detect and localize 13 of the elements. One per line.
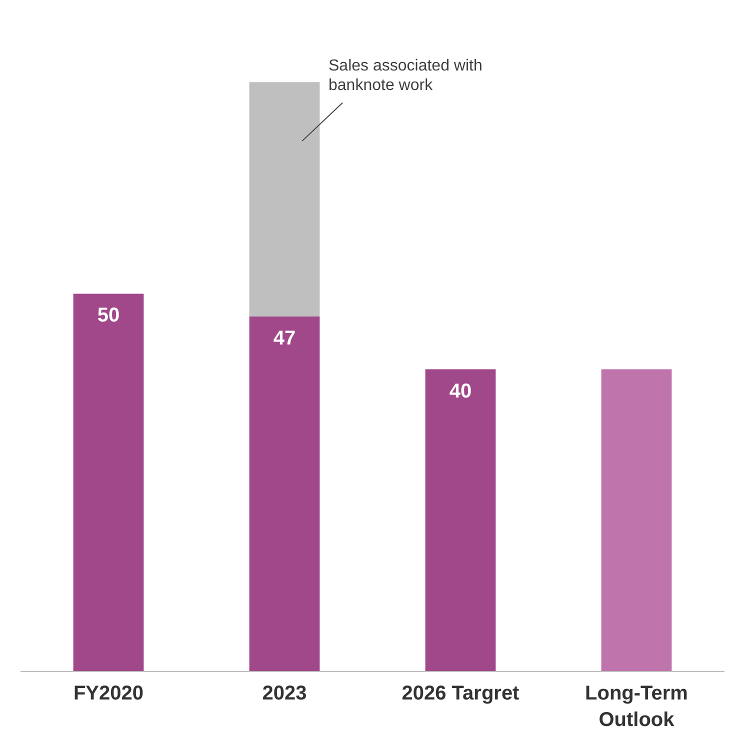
annotation: Sales associated with banknote work	[328, 57, 482, 94]
bar	[601, 369, 672, 672]
bar	[249, 82, 320, 316]
bar	[73, 294, 144, 672]
bar	[249, 316, 320, 672]
x-tick-label: FY2020	[73, 682, 144, 704]
x-tick-label: Long-Term Outlook	[585, 682, 688, 731]
data-label: 40	[449, 380, 472, 402]
bar	[425, 369, 496, 672]
x-tick-label: 2023	[262, 682, 307, 704]
x-tick-label: 2026 Targret	[402, 682, 520, 704]
data-label: 50	[97, 304, 120, 327]
data-label: 47	[273, 327, 296, 350]
